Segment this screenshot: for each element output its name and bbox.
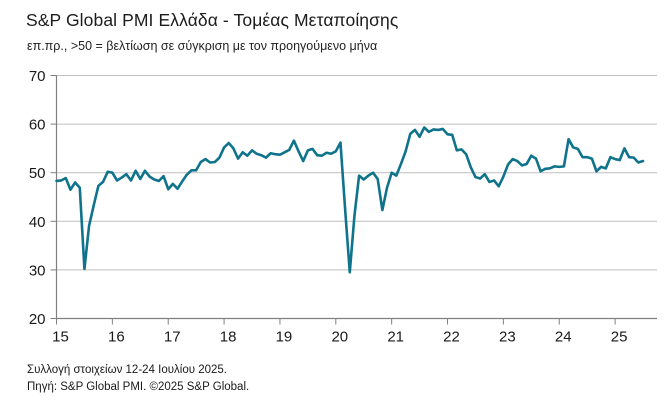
x-axis-tick-label: 21 xyxy=(387,329,404,346)
page-title: S&P Global PMI Ελλάδα - Τομέας Μεταποίησ… xyxy=(26,10,399,30)
footnote-source: Πηγή: S&P Global PMI. ©2025 S&P Global. xyxy=(27,381,250,393)
y-axis-tick-label: 60 xyxy=(29,117,46,134)
x-axis-tick-label: 19 xyxy=(276,329,293,346)
x-axis-tick-label: 18 xyxy=(220,329,237,346)
x-axis-tick-label: 24 xyxy=(555,329,572,346)
y-axis-tick-label: 70 xyxy=(29,68,46,85)
x-axis-tick-label: 22 xyxy=(443,329,460,346)
x-axis-tick-label: 15 xyxy=(52,329,69,346)
pmi-line-chart: 20 30 40 50 60 70 15 16 17 18 19 20 21 22 23 24 25 xyxy=(29,68,657,346)
x-axis-tick-label: 17 xyxy=(164,329,181,346)
data-line-series xyxy=(55,126,645,274)
x-axis-tick-label: 20 xyxy=(331,329,348,346)
y-axis-tick-label: 20 xyxy=(29,311,46,328)
y-axis-ticks-group: 20 30 40 50 60 70 xyxy=(29,68,57,328)
x-axis-ticks-group: 15 16 17 18 19 20 21 22 23 24 25 xyxy=(52,318,628,346)
axis-lines-group xyxy=(55,75,657,320)
y-axis-tick-label: 50 xyxy=(29,165,46,182)
x-axis-tick-label: 25 xyxy=(611,329,628,346)
y-axis-tick-label: 30 xyxy=(29,262,46,279)
y-axis-tick-label: 40 xyxy=(29,214,46,231)
footnote-collection: Συλλογή στοιχείων 12-24 Ιουλίου 2025. xyxy=(27,364,227,376)
footnotes: Συλλογή στοιχείων 12-24 Ιουλίου 2025. Πη… xyxy=(27,362,249,396)
x-axis-tick-label: 23 xyxy=(499,329,516,346)
chart-plot-area: 20 30 40 50 60 70 15 16 17 18 19 20 21 22 23 24 25 xyxy=(0,60,671,345)
chart-subtitle: επ.πρ., >50 = βελτίωση σε σύγκριση με το… xyxy=(27,39,378,53)
data-series-group xyxy=(55,126,645,274)
x-axis-tick-label: 16 xyxy=(108,329,125,346)
